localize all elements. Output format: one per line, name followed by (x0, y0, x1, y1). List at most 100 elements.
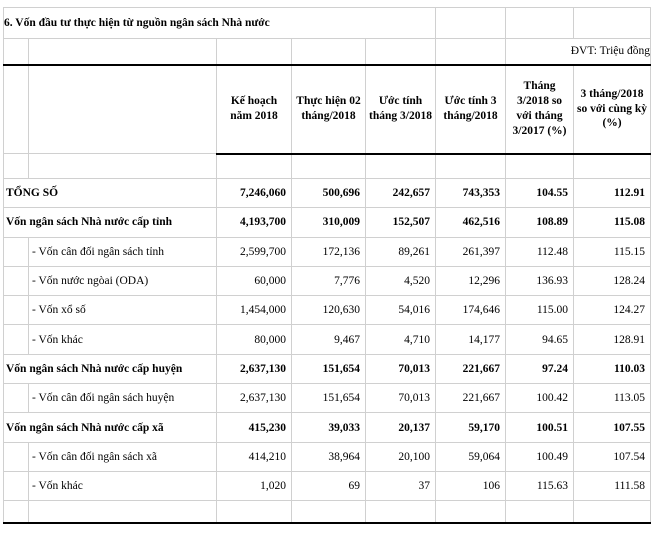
value-cell: 112.91 (573, 178, 652, 209)
header-row: Kế hoạch năm 2018 Thực hiện 02 tháng/2018… (3, 63, 652, 155)
value-cell: 110.03 (573, 354, 652, 385)
table-row: - Vốn khác 80,000 9,467 4,710 14,177 94.65 128… (3, 324, 652, 355)
value-cell: 97.24 (505, 354, 575, 385)
row-label: - Vốn cân đối ngân sách tỉnh (28, 237, 217, 267)
value-cell: 414,210 (216, 442, 292, 472)
column-header: Ước tính 3 tháng/2018 (435, 63, 507, 155)
table-row: - Vốn khác 1,020 69 37 106 115.63 111.58 (3, 471, 652, 502)
value-cell: 115.00 (505, 295, 575, 326)
value-cell: 128.91 (573, 324, 652, 355)
empty-cell (291, 153, 366, 179)
value-cell: 112.48 (505, 237, 575, 267)
empty-cell (216, 38, 292, 65)
row-label: - Vốn xổ số (28, 295, 217, 326)
empty-cell (3, 38, 29, 65)
value-cell: 120,630 (291, 295, 366, 326)
value-cell: 7,776 (291, 266, 366, 297)
stub-cell (3, 324, 29, 355)
empty-cell (435, 153, 507, 179)
empty-cell (435, 38, 507, 65)
empty-cell (216, 153, 292, 179)
value-cell: 20,100 (365, 442, 437, 472)
value-cell: 106 (435, 471, 507, 502)
page-title: 6. Vốn đầu tư thực hiện từ nguồn ngân sá… (3, 7, 437, 39)
value-cell: 743,353 (435, 178, 507, 209)
value-cell: 70,013 (365, 383, 437, 414)
empty-cell (573, 500, 652, 524)
empty-cell (505, 153, 575, 179)
empty-cell (28, 500, 217, 524)
empty-cell (3, 153, 29, 179)
column-header: Kế hoạch năm 2018 (216, 63, 292, 155)
empty-cell (291, 38, 366, 65)
title-row: 6. Vốn đầu tư thực hiện từ nguồn ngân sá… (3, 7, 652, 39)
value-cell: 69 (291, 471, 366, 502)
unit-note: ĐVT: Triệu đồng (505, 38, 652, 65)
value-cell: 80,000 (216, 324, 292, 355)
value-cell: 12,296 (435, 266, 507, 297)
value-cell: 37 (365, 471, 437, 502)
value-cell: 60,000 (216, 266, 292, 297)
column-header: Tháng 3/2018 so với tháng 3/2017 (%) (505, 63, 575, 155)
value-cell: 136.93 (505, 266, 575, 297)
value-cell: 2,637,130 (216, 354, 292, 385)
row-label: - Vốn cân đối ngân sách huyện (28, 383, 217, 414)
table-row: Vốn ngân sách Nhà nước cấp huyện 2,637,13… (3, 354, 652, 385)
value-cell: 221,667 (435, 383, 507, 414)
spacer-row (3, 153, 652, 179)
table-row: TỔNG SỐ 7,246,060 500,696 242,657 743,353 104… (3, 178, 652, 209)
stub-cell (3, 471, 29, 502)
value-cell: 113.05 (573, 383, 652, 414)
empty-cell (3, 500, 29, 524)
value-cell: 152,507 (365, 207, 437, 238)
value-cell: 1,454,000 (216, 295, 292, 326)
empty-cell (216, 500, 292, 524)
header-label-cell (28, 63, 217, 154)
value-cell: 59,064 (435, 442, 507, 472)
table-row: - Vốn nước ngòai (ODA) 60,000 7,776 4,520 12… (3, 266, 652, 297)
empty-cell (435, 7, 507, 39)
value-cell: 100.51 (505, 412, 575, 443)
value-cell: 221,667 (435, 354, 507, 385)
value-cell: 70,013 (365, 354, 437, 385)
value-cell: 172,136 (291, 237, 366, 267)
stub-cell (3, 266, 29, 297)
unit-row: ĐVT: Triệu đồng (3, 38, 652, 65)
column-header: Thực hiện 02 tháng/2018 (291, 63, 366, 155)
value-cell: 2,637,130 (216, 383, 292, 414)
budget-table: 6. Vốn đầu tư thực hiện từ nguồn ngân sá… (3, 7, 652, 524)
table-row: - Vốn xổ số 1,454,000 120,630 54,016 174,646… (3, 295, 652, 326)
value-cell: 38,964 (291, 442, 366, 472)
empty-cell (28, 153, 217, 179)
empty-cell (365, 38, 437, 65)
value-cell: 107.54 (573, 442, 652, 472)
value-cell: 174,646 (435, 295, 507, 326)
table-row: - Vốn cân đối ngân sách huyện 2,637,130 15… (3, 383, 652, 414)
value-cell: 89,261 (365, 237, 437, 267)
value-cell: 107.55 (573, 412, 652, 443)
empty-cell (435, 500, 507, 524)
value-cell: 39,033 (291, 412, 366, 443)
table-row: - Vốn cân đối ngân sách xã 414,210 38,964 2… (3, 442, 652, 472)
empty-cell (365, 153, 437, 179)
empty-cell (505, 7, 575, 39)
value-cell: 4,710 (365, 324, 437, 355)
value-cell: 100.42 (505, 383, 575, 414)
value-cell: 54,016 (365, 295, 437, 326)
column-header: 3 tháng/2018 so với cùng kỳ (%) (573, 63, 652, 155)
value-cell: 4,520 (365, 266, 437, 297)
row-label: Vốn ngân sách Nhà nước cấp xã (3, 412, 217, 443)
table-row: Vốn ngân sách Nhà nước cấp tỉnh 4,193,700… (3, 207, 652, 238)
empty-cell (573, 153, 652, 179)
spacer-row (3, 500, 652, 524)
row-label: - Vốn khác (28, 324, 217, 355)
stub-cell (3, 237, 29, 267)
value-cell: 2,599,700 (216, 237, 292, 267)
empty-cell (291, 500, 366, 524)
stub-cell (3, 442, 29, 472)
value-cell: 415,230 (216, 412, 292, 443)
row-label: Vốn ngân sách Nhà nước cấp tỉnh (3, 207, 217, 238)
value-cell: 100.49 (505, 442, 575, 472)
row-label: - Vốn khác (28, 471, 217, 502)
